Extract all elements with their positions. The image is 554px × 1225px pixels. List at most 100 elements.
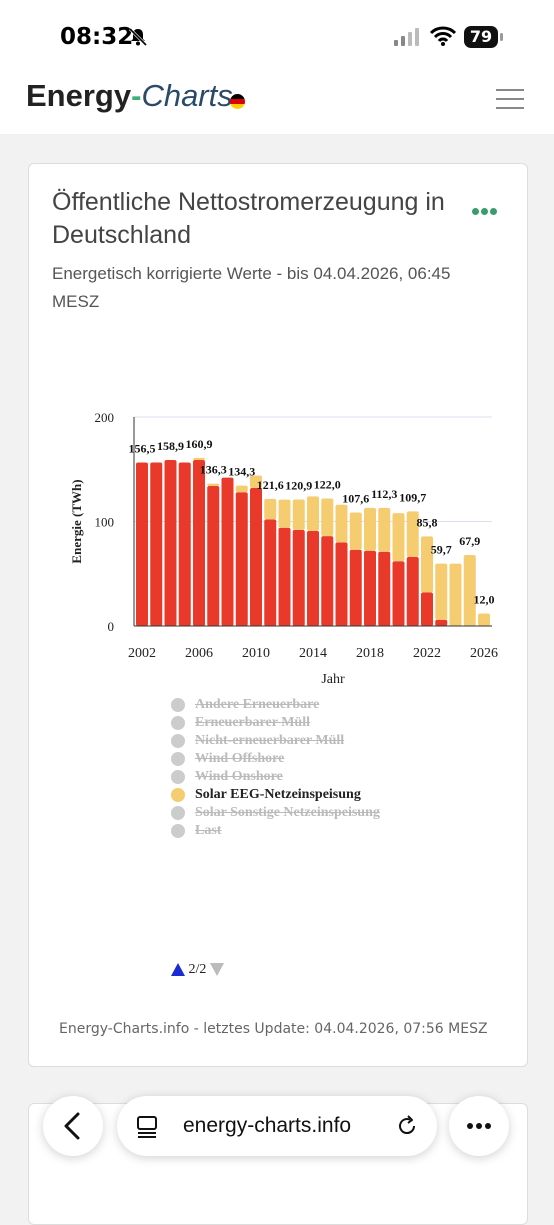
x-tick-label: 2006 [185, 646, 213, 661]
bar-segment [392, 561, 405, 626]
legend-dot-icon [171, 715, 185, 730]
legend-dot-icon [171, 751, 185, 766]
pager-up-icon[interactable] [171, 963, 185, 977]
bar-segment [349, 549, 362, 626]
data-label: 121,6 [257, 478, 284, 492]
x-tick-label: 2022 [413, 646, 441, 661]
data-label: 67,9 [459, 534, 480, 548]
bar-segment [250, 475, 262, 489]
bar-segment [435, 563, 448, 620]
legend-item[interactable]: Last [171, 822, 380, 840]
logo-dash: - [131, 78, 142, 113]
bar-segment [435, 619, 448, 626]
x-tick-label: 2014 [299, 646, 327, 661]
battery-cap [500, 33, 503, 41]
bar-segment [235, 485, 248, 493]
site-logo[interactable]: Energy-Charts [26, 78, 233, 114]
ellipsis-icon [467, 1123, 491, 1129]
legend-dot-icon [171, 787, 185, 802]
legend-label: Erneuerbarer Müll [195, 715, 310, 730]
more-menu-button[interactable] [449, 1096, 509, 1156]
site-header: Energy-Charts [0, 70, 554, 134]
data-label: 158,9 [157, 439, 184, 453]
legend-label: Andere Erneuerbare [195, 697, 320, 712]
german-flag-icon [230, 94, 245, 109]
pager-down-icon[interactable] [209, 963, 224, 977]
bar-segment [164, 459, 177, 626]
bar-segment [178, 462, 191, 626]
reload-icon[interactable] [395, 1114, 419, 1138]
x-tick-label: 2010 [242, 646, 270, 661]
data-label: 85,8 [417, 515, 438, 529]
legend-label: Nicht-erneuerbarer Müll [195, 733, 345, 748]
legend-item[interactable]: Nicht-erneuerbarer Müll [171, 732, 380, 750]
legend-dot-icon [171, 823, 185, 838]
data-label: 109,7 [399, 490, 426, 504]
legend-label: Last [195, 823, 222, 838]
chevron-left-icon [64, 1112, 80, 1140]
data-label: 156,5 [129, 441, 156, 455]
pager-label: 2/2 [188, 962, 207, 977]
menu-icon[interactable] [496, 82, 524, 116]
legend-label: Wind Offshore [195, 751, 285, 766]
data-label: 112,3 [371, 487, 397, 501]
x-axis-label: Jahr [321, 672, 345, 687]
bar-segment [463, 555, 476, 626]
bar-segment [421, 592, 433, 626]
bar-segment [478, 613, 490, 626]
x-tick-label: 2002 [128, 646, 156, 661]
bar-segment [193, 457, 205, 460]
data-label: 136,3 [200, 463, 227, 477]
legend-dot-icon [171, 733, 185, 748]
battery-indicator: 79 [464, 26, 498, 48]
legend-label: Solar EEG-Netzeinspeisung [195, 787, 361, 802]
bar-segment [250, 488, 262, 626]
tabs-icon[interactable] [135, 1114, 159, 1138]
legend-item[interactable]: Erneuerbarer Müll [171, 714, 380, 732]
y-axis-label: Energie (TWh) [69, 479, 84, 563]
update-note: Energy-Charts.info - letztes Update: 04.… [59, 1021, 488, 1037]
bar-segment [235, 492, 248, 626]
legend-item[interactable]: Solar EEG-Netzeinspeisung [171, 786, 380, 804]
data-label: 134,3 [228, 465, 255, 479]
back-button[interactable] [43, 1096, 103, 1156]
bar-segment [421, 536, 433, 593]
legend-item[interactable]: Wind Onshore [171, 768, 380, 786]
bar-segment [278, 499, 291, 528]
y-tick-label: 100 [95, 515, 115, 530]
bar-segment [449, 563, 462, 626]
url-text: energy-charts.info [183, 1114, 352, 1137]
chart-subtitle: Energetisch korrigierte Werte - bis 04.0… [52, 264, 451, 311]
logo-bold: Energy [26, 78, 132, 113]
logo-italic: Charts [141, 78, 233, 113]
bar-segment [364, 507, 376, 551]
legend-dot-icon [171, 769, 185, 784]
data-label: 160,9 [186, 437, 213, 451]
bar-segment [321, 536, 334, 626]
chart-legend: Andere Erneuerbare Erneuerbarer Müll Nicht… [171, 696, 380, 840]
status-time: 08:32 [60, 24, 134, 50]
legend-item[interactable]: Andere Erneuerbare [171, 696, 380, 714]
legend-item[interactable]: Wind Offshore [171, 750, 380, 768]
bar-segment [193, 459, 205, 626]
data-label: 107,6 [342, 492, 369, 506]
y-tick-label: 200 [95, 410, 115, 425]
legend-item[interactable]: Solar Sonstige Netzeinspeisung [171, 804, 380, 822]
url-bar[interactable]: energy-charts.info [117, 1096, 437, 1156]
bar-segment [321, 498, 334, 537]
bar-segment [278, 527, 291, 626]
bar-segment [349, 512, 362, 550]
y-tick-label: 0 [108, 619, 115, 634]
status-bar: 08:32 79 [0, 0, 554, 70]
bar-segment [207, 485, 220, 626]
chart-card: Öffentliche Nettostromerzeugung in Deuts… [28, 163, 528, 1067]
x-tick-label: 2026 [470, 646, 498, 661]
more-options-icon[interactable] [472, 202, 499, 220]
bar-segment [150, 462, 163, 626]
bar-segment [406, 557, 419, 626]
legend-dot-icon [171, 805, 185, 820]
legend-label: Solar Sonstige Netzeinspeisung [195, 805, 380, 820]
bar-segment [264, 519, 277, 626]
bar-segment [378, 551, 391, 626]
